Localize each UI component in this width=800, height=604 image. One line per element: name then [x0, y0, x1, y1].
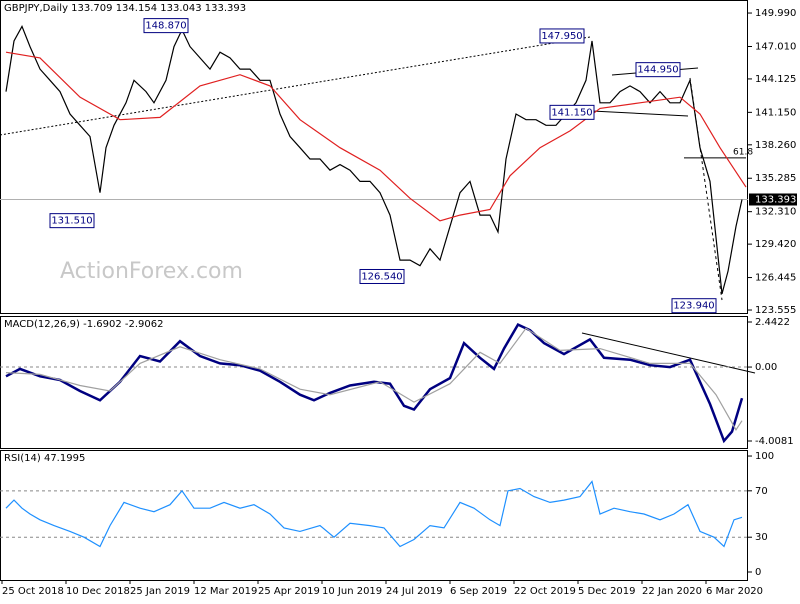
series-line — [5, 480, 743, 548]
series-line — [5, 327, 743, 431]
series-line — [5, 322, 744, 444]
trend-line — [0, 36, 591, 136]
y-tick-label: 126.445 — [755, 273, 796, 284]
annotation-label: 147.950 — [541, 31, 582, 42]
panel-title: MACD(12,26,9) -1.6902 -2.9062 — [4, 319, 164, 330]
y-tick-label: 123.555 — [755, 305, 796, 316]
y-tick-label: 147.010 — [755, 42, 796, 53]
y-tick-label: 141.150 — [755, 107, 796, 118]
annotation-label: 126.540 — [361, 271, 402, 282]
annotation-box — [359, 268, 405, 284]
series-line — [5, 51, 747, 222]
panel-title: RSI(14) 47.1995 — [4, 453, 85, 464]
x-tick-label: 25 Jan 2019 — [130, 586, 190, 597]
y-tick-label: 0 — [755, 567, 761, 578]
macd-panel — [0, 316, 748, 449]
annotation-box — [143, 18, 189, 34]
y-tick-label: 2.4422 — [755, 317, 790, 328]
y-tick-label: 30 — [755, 532, 768, 543]
annotation-label: 141.150 — [551, 107, 592, 118]
fib-label: 61.8 — [733, 147, 753, 157]
rsi-panel — [0, 450, 748, 581]
x-tick-label: 22 Oct 2019 — [514, 586, 576, 597]
y-tick-label: 129.420 — [755, 239, 796, 250]
annotation-label: 123.940 — [673, 301, 714, 312]
x-tick-label: 5 Dec 2019 — [578, 586, 636, 597]
last-price-label: 133.393 — [755, 194, 796, 205]
y-tick-label: 70 — [755, 486, 768, 497]
annotation-box — [539, 28, 585, 44]
watermark: ActionForex.com — [60, 259, 243, 284]
annotation-box — [635, 62, 681, 78]
y-tick-label: 138.260 — [755, 140, 796, 151]
price-panel — [0, 0, 748, 314]
y-tick-label: 100 — [755, 451, 774, 462]
series-line — [5, 24, 743, 294]
x-tick-label: 25 Apr 2019 — [258, 586, 320, 597]
y-tick-label: 132.310 — [755, 207, 796, 218]
x-tick-label: 24 Jul 2019 — [386, 586, 443, 597]
x-tick-label: 22 Jan 2020 — [642, 586, 702, 597]
y-tick-label: 135.285 — [755, 173, 796, 184]
x-tick-label: 10 Jun 2019 — [322, 586, 382, 597]
annotation-label: 148.870 — [145, 21, 186, 32]
y-tick-label: -4.0081 — [755, 436, 794, 447]
macd-trend-line — [581, 332, 756, 374]
x-tick-label: 6 Mar 2020 — [706, 586, 763, 597]
x-tick-label: 6 Sep 2019 — [450, 586, 507, 597]
annotation-box — [49, 213, 95, 229]
last-price-box — [749, 193, 797, 206]
annotation-label: 131.510 — [51, 216, 92, 227]
channel-line — [591, 110, 689, 117]
panel-title: GBPJPY,Daily 133.709 134.154 133.043 133… — [4, 3, 246, 14]
annotation-box — [671, 298, 717, 314]
annotation-box — [549, 104, 595, 120]
x-tick-label: 10 Dec 2018 — [66, 586, 130, 597]
annotation-label: 144.950 — [637, 65, 678, 76]
y-tick-label: 149.990 — [755, 8, 796, 19]
x-tick-label: 25 Oct 2018 — [2, 586, 64, 597]
y-tick-label: 144.125 — [755, 74, 796, 85]
y-tick-label: 0.00 — [755, 362, 777, 373]
x-tick-label: 12 Mar 2019 — [194, 586, 257, 597]
